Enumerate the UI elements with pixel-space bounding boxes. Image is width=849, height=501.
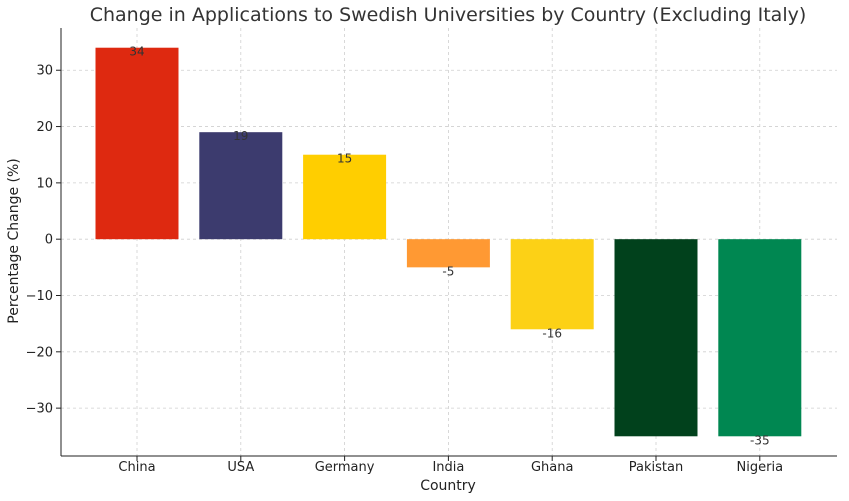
axes: 30 20 10 0 −10 −20 −30 China USA Germany India Ghan… bbox=[26, 28, 837, 475]
y-tick-label: −10 bbox=[26, 289, 53, 304]
bar-india bbox=[406, 239, 490, 268]
bar-label-usa: 19 bbox=[233, 129, 248, 143]
x-tick-label: Germany bbox=[315, 460, 375, 475]
x-tick-label: India bbox=[432, 460, 464, 475]
bar-label-china: 34 bbox=[129, 45, 144, 59]
y-tick-label: 30 bbox=[36, 64, 53, 79]
bar-label-germany: 15 bbox=[337, 152, 352, 166]
x-axis-title: Country bbox=[420, 478, 476, 494]
x-tick-label: Nigeria bbox=[737, 460, 784, 475]
bar-label-ghana: -16 bbox=[542, 326, 562, 340]
y-tick-label: 20 bbox=[36, 120, 53, 135]
bars bbox=[95, 47, 802, 437]
y-tick-label: −20 bbox=[26, 345, 53, 360]
bar-germany bbox=[303, 154, 387, 240]
bar-usa bbox=[199, 132, 283, 240]
y-axis-title: Percentage Change (%) bbox=[6, 158, 22, 323]
y-tick-label: 10 bbox=[36, 176, 53, 191]
bar-label-nigeria: -35 bbox=[750, 433, 770, 447]
bar-pakistan bbox=[614, 239, 698, 437]
y-tick-label: 0 bbox=[45, 233, 53, 248]
x-tick-label: Ghana bbox=[531, 460, 574, 475]
x-tick-label: China bbox=[118, 460, 155, 475]
bar-ghana bbox=[510, 239, 594, 330]
x-tick-label: USA bbox=[227, 460, 254, 475]
chart-title: Change in Applications to Swedish Univer… bbox=[90, 4, 807, 26]
bar-china bbox=[95, 47, 179, 240]
bar-nigeria bbox=[718, 239, 802, 437]
x-tick-label: Pakistan bbox=[629, 460, 683, 475]
bar-labels: 34 19 15 -5 -16 -35 bbox=[129, 45, 769, 448]
y-tick-label: −30 bbox=[26, 402, 53, 417]
bar-label-india: -5 bbox=[442, 264, 454, 278]
